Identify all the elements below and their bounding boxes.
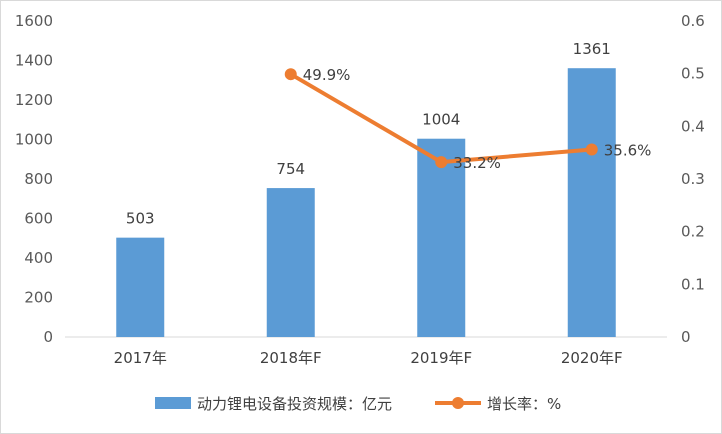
right-tick-label: 0 — [681, 328, 691, 346]
legend-bar-label: 动力锂电设备投资规模：亿元 — [197, 395, 392, 413]
line-value-label: 35.6% — [604, 142, 652, 160]
legend: 动力锂电设备投资规模：亿元 增长率：% — [155, 395, 561, 413]
left-tick-label: 800 — [24, 170, 53, 188]
right-tick-label: 0.6 — [681, 12, 705, 30]
bar-series: 503 754 1004 1361 — [116, 40, 616, 337]
category-axis: 2017年 2018年F 2019年F 2020年F — [114, 349, 623, 367]
category-label: 2018年F — [260, 349, 322, 367]
left-tick-label: 1000 — [15, 131, 53, 149]
category-label: 2017年 — [114, 349, 167, 367]
bar-value-label: 503 — [126, 210, 155, 228]
bar — [567, 68, 616, 337]
bar — [417, 138, 466, 337]
right-tick-label: 0.3 — [681, 170, 705, 188]
right-tick-label: 0.1 — [681, 275, 705, 293]
bar-value-label: 1004 — [422, 111, 460, 129]
bar-value-label: 1361 — [573, 40, 611, 58]
left-axis: 0 200 400 600 800 1000 1200 1400 1600 — [15, 12, 53, 346]
bar — [116, 237, 165, 337]
left-tick-label: 400 — [24, 249, 53, 267]
legend-line-marker — [452, 397, 464, 409]
line-point — [435, 156, 448, 169]
right-tick-label: 0.5 — [681, 65, 705, 83]
left-tick-label: 0 — [43, 328, 53, 346]
line-point — [585, 143, 598, 156]
left-tick-label: 1200 — [15, 91, 53, 109]
right-tick-label: 0.2 — [681, 223, 705, 241]
bar-value-label: 754 — [276, 160, 305, 178]
line-value-label: 49.9% — [303, 66, 351, 84]
bar — [266, 188, 315, 337]
left-tick-label: 1400 — [15, 52, 53, 70]
right-axis: 0 0.1 0.2 0.3 0.4 0.5 0.6 — [681, 12, 705, 346]
left-tick-label: 1600 — [15, 12, 53, 30]
legend-bar-swatch — [155, 397, 191, 409]
line-value-label: 33.2% — [453, 154, 501, 172]
right-tick-label: 0.4 — [681, 117, 705, 135]
category-label: 2020年F — [561, 349, 623, 367]
line-point — [284, 68, 297, 81]
legend-line-label: 增长率：% — [487, 395, 561, 413]
left-tick-label: 200 — [24, 289, 53, 307]
left-tick-label: 600 — [24, 210, 53, 228]
category-label: 2019年F — [410, 349, 472, 367]
line-series: 49.9% 33.2% 35.6% — [284, 66, 652, 172]
